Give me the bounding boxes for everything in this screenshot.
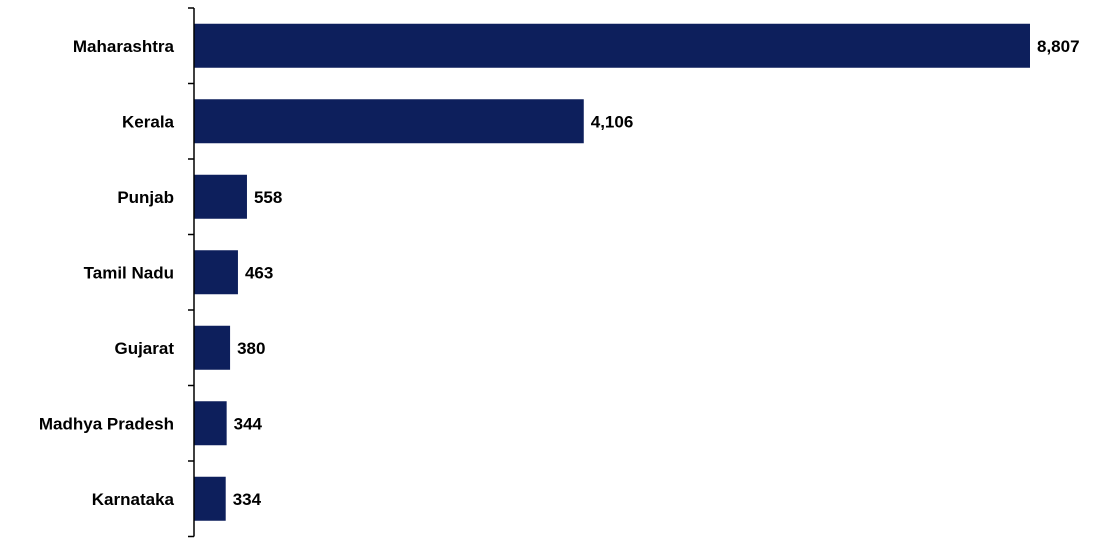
category-label-kerala: Kerala [122,112,175,131]
category-label-gujarat: Gujarat [114,339,174,358]
category-label-madhya-pradesh: Madhya Pradesh [39,414,174,433]
category-axis [188,7,195,538]
labels-layer: Maharashtra 8,807 Kerala 4,106 Punjab 558 Tami… [39,37,1080,509]
value-label-gujarat: 380 [237,339,265,358]
value-label-kerala: 4,106 [591,112,634,131]
category-label-punjab: Punjab [117,188,174,207]
category-label-tamil-nadu: Tamil Nadu [84,263,174,282]
bar-tamil-nadu [194,250,238,295]
value-label-madhya-pradesh: 344 [234,414,263,433]
value-label-karnataka: 334 [233,490,262,509]
value-label-punjab: 558 [254,188,282,207]
bars-layer [194,23,1030,521]
category-label-maharashtra: Maharashtra [73,37,175,56]
value-label-maharashtra: 8,807 [1037,37,1080,56]
bar-madhya-pradesh [194,401,227,446]
value-label-tamil-nadu: 463 [245,263,273,282]
bar-maharashtra [194,23,1030,68]
category-label-karnataka: Karnataka [92,490,175,509]
bar-gujarat [194,325,231,370]
bar-kerala [194,99,584,144]
bar-punjab [194,174,247,219]
bar-karnataka [194,476,226,521]
